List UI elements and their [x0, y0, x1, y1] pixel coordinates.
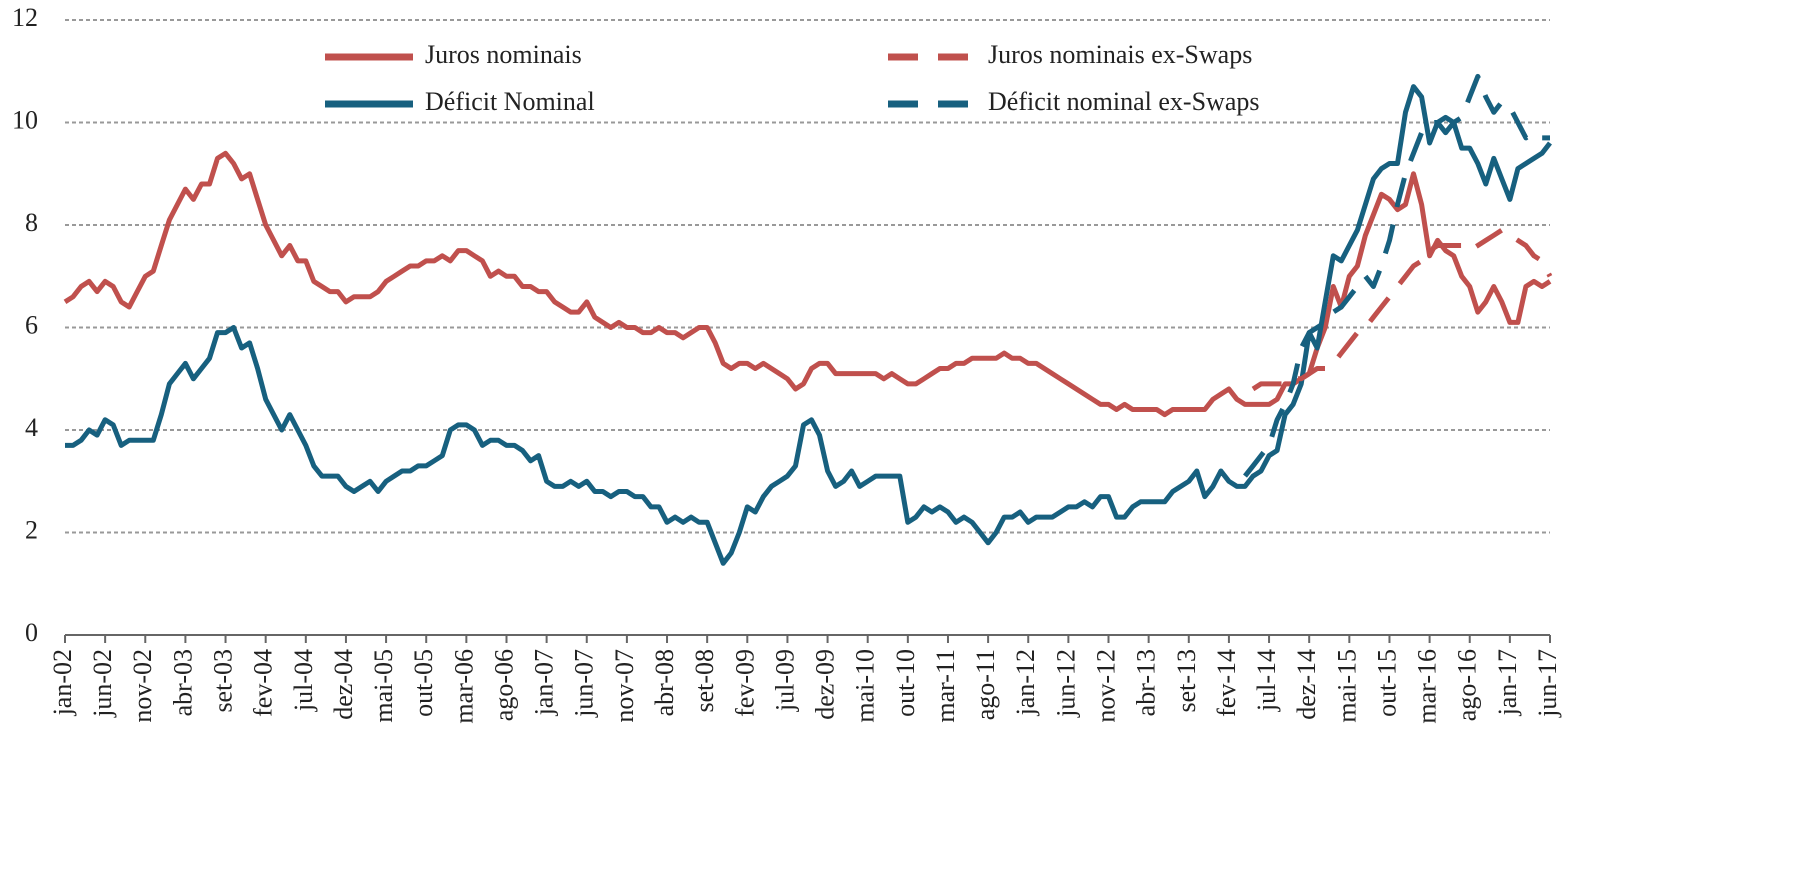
x-tick-label: fev-09: [730, 649, 759, 717]
x-tick-label: jun-12: [1051, 649, 1080, 718]
x-tick-label: nov-02: [128, 649, 157, 723]
y-tick-label: 2: [25, 515, 38, 544]
x-tick-label: out-10: [891, 649, 920, 717]
x-tick-label: abr-08: [650, 649, 679, 716]
x-tick-label: dez-09: [811, 649, 840, 720]
x-tick-label: mai-15: [1332, 649, 1361, 723]
x-tick-label: out-05: [409, 649, 438, 717]
x-tick-label: mar-06: [449, 649, 478, 724]
x-tick-label: set-13: [1172, 649, 1201, 713]
x-tick-label: jun-07: [570, 649, 599, 718]
x-tick-label: jul-04: [289, 649, 318, 712]
x-tick-label: set-08: [690, 649, 719, 713]
x-tick-label: out-15: [1372, 649, 1401, 717]
x-tick-label: ago-11: [971, 649, 1000, 720]
series-line: [1251, 227, 1553, 392]
x-tick-label: jul-09: [770, 649, 799, 712]
series-line: [1243, 73, 1550, 478]
legend-label: Juros nominais ex-Swaps: [988, 40, 1252, 69]
x-tick-label: fev-04: [249, 649, 278, 717]
legend-label: Déficit nominal ex-Swaps: [988, 87, 1260, 116]
x-tick-label: jun-17: [1533, 649, 1562, 718]
x-tick-label: jan-02: [48, 649, 77, 716]
x-tick-label: jul-14: [1252, 649, 1281, 712]
y-tick-label: 10: [12, 105, 38, 134]
y-tick-label: 0: [25, 618, 38, 647]
x-tick-label: set-03: [209, 649, 238, 713]
y-tick-label: 6: [25, 310, 38, 339]
y-tick-label: 8: [25, 208, 38, 237]
x-tick-label: jan-07: [530, 649, 559, 716]
x-tick-label: jun-02: [88, 649, 117, 718]
x-tick-label: fev-14: [1212, 649, 1241, 717]
x-tick-label: mar-16: [1413, 649, 1442, 724]
x-tick-label: mai-05: [369, 649, 398, 723]
x-tick-label: dez-04: [329, 649, 358, 720]
x-tick-label: abr-03: [168, 649, 197, 716]
x-tick-label: ago-06: [489, 649, 518, 721]
y-tick-label: 4: [25, 413, 38, 442]
x-tick-label: nov-07: [610, 649, 639, 723]
x-tick-label: nov-12: [1091, 649, 1120, 723]
x-tick-label: mai-10: [851, 649, 880, 723]
x-tick-label: dez-14: [1292, 649, 1321, 720]
x-tick-label: mar-11: [931, 649, 960, 723]
legend-label: Juros nominais: [425, 40, 582, 69]
x-tick-label: ago-16: [1453, 649, 1482, 721]
y-tick-label: 12: [12, 3, 38, 32]
legend-label: Déficit Nominal: [425, 87, 595, 116]
x-tick-label: abr-13: [1132, 649, 1161, 716]
x-tick-label: jan-12: [1011, 649, 1040, 716]
x-tick-label: jan-17: [1493, 649, 1522, 716]
